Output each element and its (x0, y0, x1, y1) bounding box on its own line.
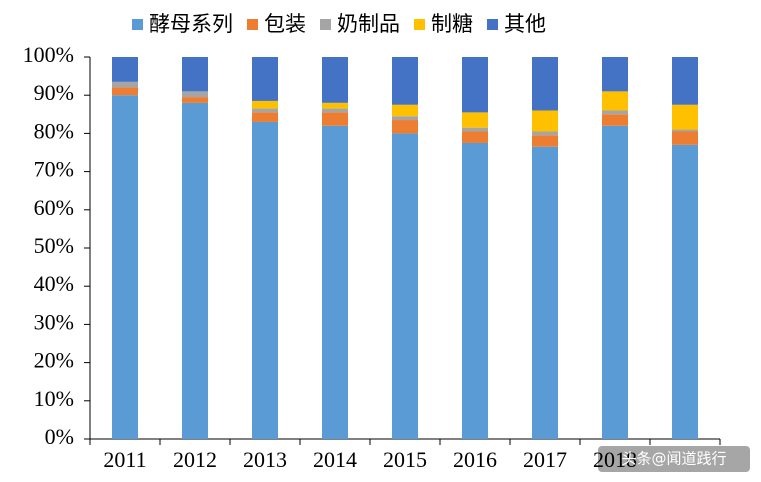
bar-segment (322, 57, 348, 103)
bar-segment (672, 129, 698, 132)
bar-segment (252, 57, 278, 101)
y-tick-label: 10% (34, 386, 74, 411)
y-tick-label: 80% (34, 118, 74, 143)
bar-segment (322, 102, 348, 109)
bar-segment (602, 110, 628, 115)
x-tick-label: 2011 (103, 447, 146, 472)
legend-label: 制糖 (431, 12, 473, 36)
bar-segment (672, 104, 698, 130)
bar-segment (252, 121, 278, 439)
legend-swatch (247, 19, 258, 30)
bar-segment (532, 131, 558, 136)
legend-label: 其他 (504, 12, 546, 36)
bar-segment (392, 133, 418, 439)
legend-swatch (132, 19, 143, 30)
bar-segment (252, 100, 278, 109)
watermark: 头条@闻道践行 (621, 450, 726, 468)
bar-segment (392, 116, 418, 121)
y-tick-label: 70% (34, 157, 74, 182)
bar-segment (602, 114, 628, 126)
y-tick-label: 40% (34, 271, 74, 296)
x-tick-label: 2013 (243, 447, 287, 472)
bar-segment (532, 110, 558, 132)
bar-segment (532, 135, 558, 147)
bar-segment (112, 81, 138, 88)
bar-segment (462, 112, 488, 128)
x-tick-label: 2018 (593, 447, 637, 472)
bar-segment (252, 112, 278, 122)
bar-segment (322, 125, 348, 439)
bar-segment (252, 108, 278, 113)
x-tick-label: 2016 (453, 447, 497, 472)
bar-segment (112, 87, 138, 96)
bar-segment (532, 57, 558, 111)
y-tick-label: 30% (34, 309, 74, 334)
y-tick-label: 20% (34, 348, 74, 373)
bar-segment (672, 131, 698, 145)
legend-swatch (487, 19, 498, 30)
bar-segment (392, 104, 418, 117)
bar-segment (322, 108, 348, 113)
bar-segment (392, 120, 418, 134)
bar-segment (392, 57, 418, 105)
bar-segment (462, 127, 488, 132)
bar-segment (462, 57, 488, 113)
bar-segment (182, 57, 208, 92)
legend-swatch (414, 19, 425, 30)
bar-segment (322, 112, 348, 126)
x-tick-label: 2012 (173, 447, 217, 472)
x-tick-label: 2014 (313, 447, 357, 472)
legend-label: 奶制品 (337, 12, 400, 36)
bar-segment (672, 57, 698, 105)
legend-label: 包装 (264, 12, 306, 36)
bar-segment (602, 91, 628, 111)
y-tick-label: 0% (45, 424, 74, 449)
y-tick-label: 100% (23, 42, 74, 67)
bar-segment (182, 91, 208, 98)
legend-label: 酵母系列 (149, 12, 233, 36)
legend-swatch (320, 19, 331, 30)
y-tick-label: 60% (34, 195, 74, 220)
bar-segment (672, 144, 698, 440)
bar-segment (112, 57, 138, 82)
watermark-bg (598, 446, 750, 472)
y-tick-label: 90% (34, 80, 74, 105)
bar-segment (182, 102, 208, 439)
x-tick-label: 2015 (383, 447, 427, 472)
bar-segment (462, 131, 488, 143)
bar-segment (182, 97, 208, 103)
bar-segment (462, 142, 488, 439)
bar-segment (602, 125, 628, 439)
x-tick-label: 2017 (523, 447, 567, 472)
bar-segment (532, 146, 558, 439)
bar-segment (602, 57, 628, 92)
y-tick-label: 50% (34, 233, 74, 258)
bar-segment (112, 95, 138, 439)
